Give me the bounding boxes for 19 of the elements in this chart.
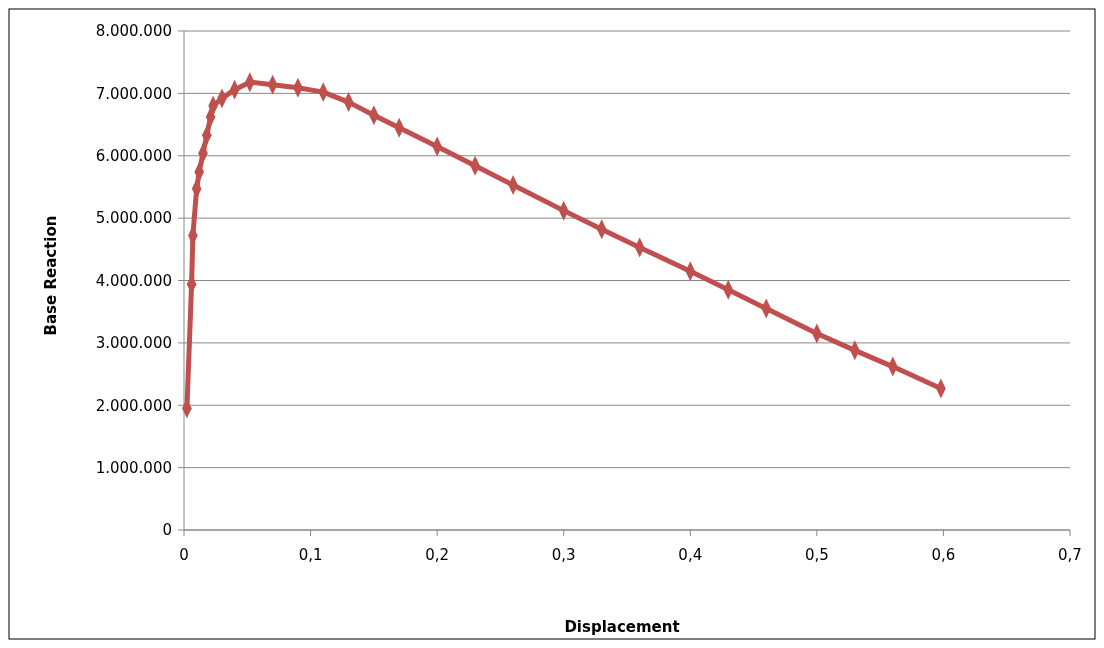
x-tick-label: 0,1 [298,546,323,564]
y-tick-label: 2.000.000 [95,396,172,415]
y-tick-label: 8.000.000 [95,22,172,41]
x-tick-label: 0 [179,546,189,564]
x-tick-label: 0,7 [1058,546,1082,564]
y-tick-label: 6.000.000 [95,147,172,165]
y-tick-label: 1.000.000 [95,458,172,477]
x-tick-label: 0,5 [804,546,829,564]
y-axis-title: Base Reaction [42,215,60,336]
y-tick-label: 0 [162,521,172,540]
x-tick-label: 0,4 [678,546,703,564]
y-tick-label: 3.000.000 [95,334,172,353]
x-tick-label: 0,6 [931,546,956,564]
x-tick-label: 0,3 [551,546,576,564]
y-tick-label: 5.000.000 [95,209,172,228]
y-tick-label: 7.000.000 [95,84,172,103]
y-tick-label: 4.000.000 [95,271,172,290]
x-axis-title: Displacement [564,618,680,636]
x-tick-label: 0,2 [425,546,450,564]
